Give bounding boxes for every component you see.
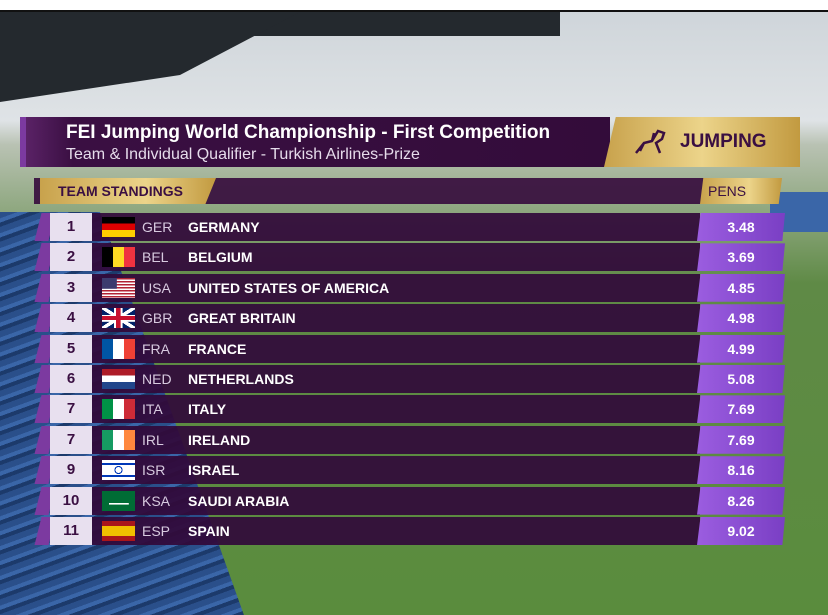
penalties: 8.16 [697,456,785,485]
row-bar [88,213,700,241]
horse-icon [635,129,666,154]
rank: 11 [50,517,92,545]
country-code: ISR [142,462,166,479]
penalties: 3.69 [697,243,785,272]
country-name: NETHERLANDS [188,371,294,387]
discipline-label: JUMPING [680,131,767,152]
country-code: USA [142,279,171,296]
country-name: SAUDI ARABIA [188,492,290,509]
row-bar [88,304,700,333]
rank: 3 [50,273,92,302]
flag [102,308,135,329]
flag [102,369,135,389]
country-name: ITALY [188,401,227,418]
country-name: UNITED STATES OF AMERICA [188,279,390,296]
country-code: ITA [142,401,163,418]
subtitle: Team & Individual Qualifier - Turkish Ai… [66,146,420,163]
penalties: 9.02 [697,517,785,545]
penalties: 5.08 [697,365,785,393]
flag [102,338,135,359]
country-code: ESP [142,523,171,539]
country-code: KSA [142,492,171,509]
country-name: GREAT BRITAIN [188,310,296,327]
country-name: IRELAND [188,431,251,448]
row-bar [88,456,700,485]
penalties: 4.98 [697,304,785,333]
country-name: FRANCE [188,340,247,357]
roof [0,12,300,102]
flag [102,521,135,541]
country-name: GERMANY [188,219,260,235]
discipline-badge [604,117,800,167]
country-name: BELGIUM [188,249,253,266]
penalties: 4.85 [697,273,785,302]
country-code: BEL [142,249,169,266]
title: FEI Jumping World Championship - First C… [66,122,551,143]
penalties: 3.48 [697,213,785,241]
row-bar [88,243,700,272]
penalties: 7.69 [697,425,785,454]
country-code: GBR [142,310,173,327]
flag [102,399,135,420]
flag [102,247,135,268]
pens-label: PENS [700,178,782,204]
country-name: SPAIN [188,523,230,539]
flag [102,277,135,298]
penalties: 8.26 [697,486,785,515]
rank: 7 [50,395,92,424]
country-code: IRL [142,431,164,448]
flag [102,460,135,481]
row-bar [88,273,700,302]
row-bar [88,425,700,454]
country-code: NED [142,371,172,387]
flag [102,429,135,450]
title-bar [20,117,610,167]
rank: 10 [50,486,92,515]
country-code: FRA [142,340,170,357]
rank: 7 [50,425,92,454]
rank: 2 [50,243,92,272]
rank: 1 [50,213,92,241]
rank: 5 [50,334,92,363]
row-bar [88,486,700,515]
flag [102,217,135,237]
country-code: GER [142,219,173,235]
rank: 6 [50,365,92,393]
penalties: 4.99 [697,334,785,363]
row-bar [88,334,700,363]
penalties: 7.69 [697,395,785,424]
country-name: ISRAEL [188,462,240,479]
row-bar [88,395,700,424]
flag [102,490,135,511]
top-border [0,10,828,13]
row-bar [88,517,700,545]
rank: 9 [50,456,92,485]
row-bar [88,365,700,393]
rank: 4 [50,304,92,333]
standings-label: TEAM STANDINGS [40,178,216,204]
